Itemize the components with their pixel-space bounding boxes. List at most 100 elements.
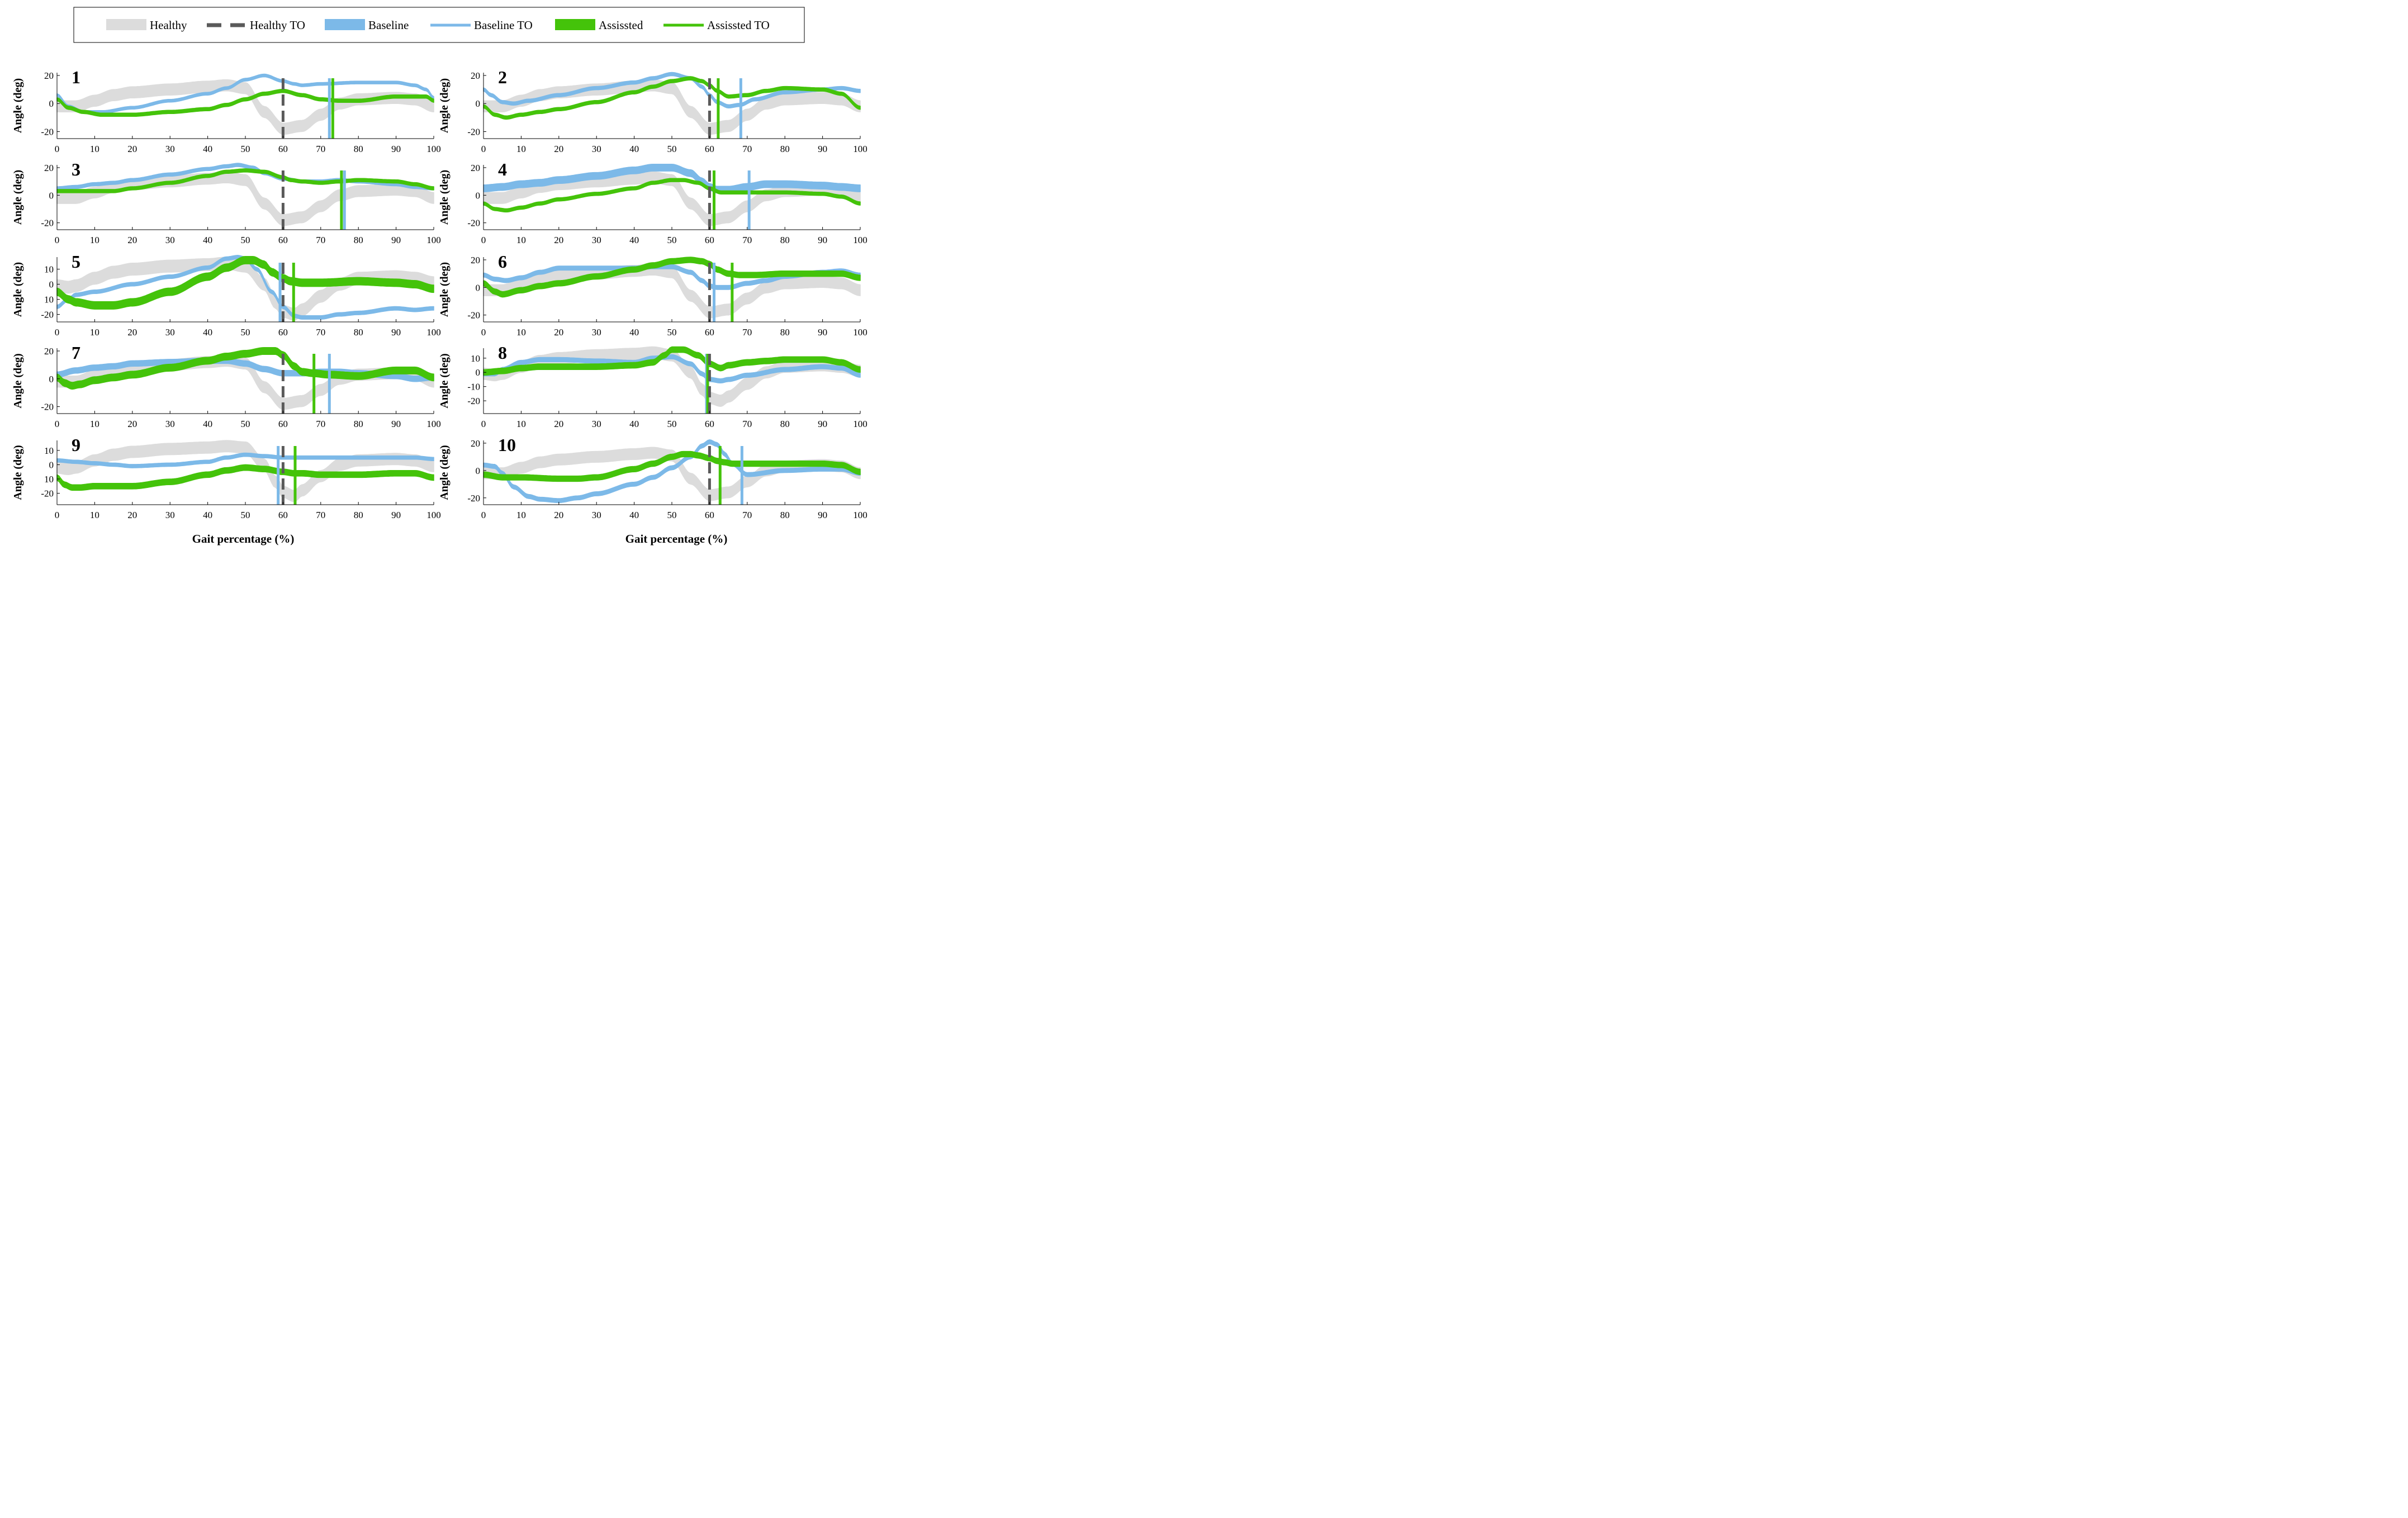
y-tick-label-5-0: 10: [44, 264, 54, 275]
y-tick-label-2-2: -20: [467, 126, 480, 137]
y-tick-label-9-1: 0: [49, 459, 54, 470]
y-tick-label-8-0: 10: [471, 353, 480, 364]
legend: Healthy Healthy TO Baseline Baseline TO …: [73, 7, 805, 43]
legend-swatch-healthy: [106, 19, 146, 30]
y-tick-label-8-2: -10: [467, 382, 480, 392]
x-tick-label-7-0: 0: [55, 419, 60, 429]
y-tick-label-3-1: 0: [49, 190, 54, 201]
x-tick-label-6-40: 40: [629, 327, 639, 338]
x-tick-label-3-90: 90: [391, 235, 401, 245]
panel-number-6: 6: [498, 252, 507, 272]
panel-number-2: 2: [498, 67, 507, 87]
x-axis-title-left: Gait percentage (%): [192, 532, 295, 545]
x-tick-label-1-100: 100: [426, 144, 441, 154]
x-tick-label-6-20: 20: [554, 327, 563, 338]
legend-label-baseline: Baseline: [368, 18, 409, 32]
x-tick-label-2-20: 20: [554, 144, 563, 154]
x-tick-label-4-0: 0: [481, 235, 486, 245]
x-tick-label-9-20: 20: [127, 510, 137, 520]
x-tick-label-6-80: 80: [780, 327, 790, 338]
band-baseline-5: [56, 255, 434, 320]
legend-label-assisted: Assissted: [599, 18, 643, 32]
panel-number-3: 3: [72, 159, 80, 179]
band-baseline-10: [483, 439, 861, 504]
x-tick-label-5-40: 40: [203, 327, 212, 338]
y-tick-label-4-2: -20: [467, 218, 480, 229]
x-tick-label-2-100: 100: [853, 144, 868, 154]
y-tick-label-7-0: 20: [44, 346, 54, 357]
y-tick-label-1-2: -20: [41, 126, 54, 137]
panel-number-7: 7: [72, 343, 80, 363]
x-tick-label-2-80: 80: [780, 144, 790, 154]
x-tick-label-10-90: 90: [818, 510, 827, 520]
x-tick-label-6-30: 30: [592, 327, 601, 338]
x-tick-label-1-50: 50: [241, 144, 250, 154]
band-assisted-8: [483, 346, 861, 376]
band-healthy-9: [56, 440, 434, 502]
x-tick-label-3-30: 30: [165, 235, 175, 245]
y-tick-label-4-1: 0: [476, 190, 481, 201]
y-axis-title-9: Angle (deg): [12, 445, 24, 500]
x-tick-label-2-10: 10: [516, 144, 526, 154]
y-tick-label-3-2: -20: [41, 218, 54, 229]
y-tick-label-8-3: -20: [467, 396, 480, 406]
y-tick-label-10-1: 0: [476, 466, 481, 476]
y-tick-label-3-0: 20: [44, 163, 54, 173]
x-tick-label-8-100: 100: [853, 419, 868, 429]
legend-swatch-baseline: [325, 19, 365, 30]
x-tick-label-1-0: 0: [55, 144, 60, 154]
x-tick-label-3-10: 10: [90, 235, 99, 245]
y-axis-title-6: Angle (deg): [438, 262, 451, 317]
figure: Healthy Healthy TO Baseline Baseline TO …: [12, 7, 868, 545]
x-tick-label-8-70: 70: [742, 419, 752, 429]
x-tick-label-9-40: 40: [203, 510, 212, 520]
x-tick-label-7-40: 40: [203, 419, 212, 429]
y-axis-title-8: Angle (deg): [438, 353, 451, 408]
x-tick-label-4-30: 30: [592, 235, 601, 245]
x-tick-label-10-40: 40: [629, 510, 639, 520]
x-tick-label-8-50: 50: [667, 419, 677, 429]
x-tick-label-5-100: 100: [426, 327, 441, 338]
x-tick-label-6-60: 60: [705, 327, 714, 338]
y-axis-title-7: Angle (deg): [12, 353, 24, 408]
band-assisted-3: [56, 168, 434, 193]
y-tick-label-9-2: 10: [44, 474, 54, 485]
x-tick-label-10-0: 0: [481, 510, 486, 520]
panel-number-10: 10: [498, 435, 516, 455]
y-axis-title-3: Angle (deg): [12, 170, 24, 225]
x-tick-label-5-60: 60: [278, 327, 288, 338]
x-tick-label-3-80: 80: [354, 235, 363, 245]
x-tick-label-1-10: 10: [90, 144, 99, 154]
y-tick-label-5-3: -20: [41, 310, 54, 320]
band-healthy-10: [483, 447, 861, 501]
x-tick-label-6-50: 50: [667, 327, 677, 338]
x-tick-label-8-0: 0: [481, 419, 486, 429]
band-assisted-4: [483, 178, 861, 213]
x-tick-label-7-50: 50: [241, 419, 250, 429]
x-tick-label-8-60: 60: [705, 419, 714, 429]
x-tick-label-1-40: 40: [203, 144, 212, 154]
y-tick-label-6-0: 20: [471, 255, 480, 265]
band-assisted-1: [56, 88, 434, 117]
x-tick-label-5-0: 0: [55, 327, 60, 338]
x-tick-label-8-30: 30: [592, 419, 601, 429]
y-tick-label-8-1: 0: [476, 367, 481, 378]
x-tick-label-3-60: 60: [278, 235, 288, 245]
x-tick-label-3-70: 70: [316, 235, 325, 245]
band-assisted-7: [56, 347, 434, 390]
band-healthy-1: [56, 79, 434, 135]
x-tick-label-9-0: 0: [55, 510, 60, 520]
x-tick-label-3-20: 20: [127, 235, 137, 245]
panel-number-9: 9: [72, 435, 80, 455]
x-tick-label-2-50: 50: [667, 144, 677, 154]
y-axis-title-4: Angle (deg): [438, 170, 451, 225]
x-tick-label-4-90: 90: [818, 235, 827, 245]
x-tick-label-3-50: 50: [241, 235, 250, 245]
y-tick-label-1-1: 0: [49, 98, 54, 109]
